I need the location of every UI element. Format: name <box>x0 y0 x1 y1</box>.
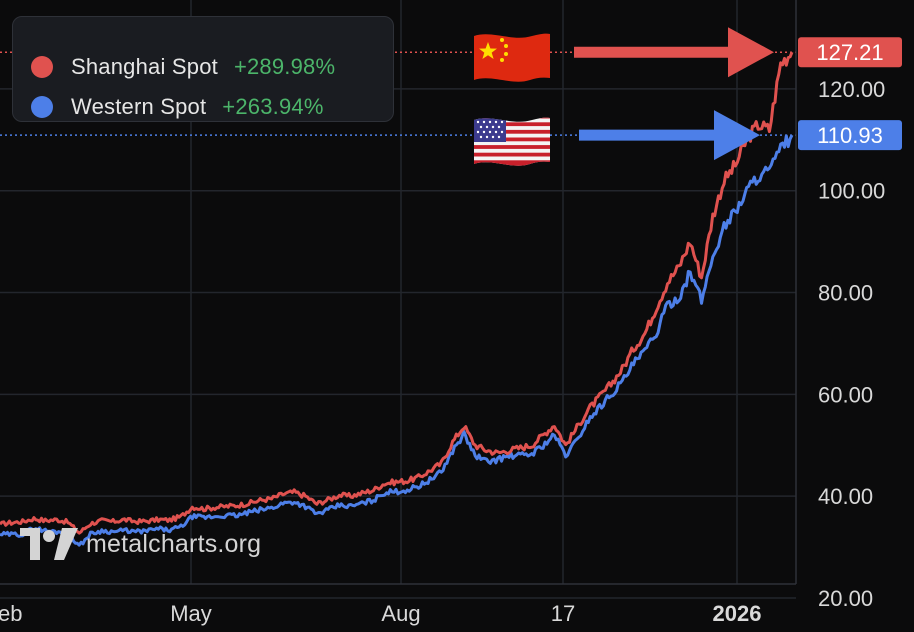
legend-change-shanghai: +289.98% <box>233 54 336 79</box>
right-arrow-icon <box>579 110 760 161</box>
last-price-box-shanghai <box>798 37 902 68</box>
y-tick-label: 80.00 <box>818 281 873 306</box>
series-line-western <box>0 134 794 547</box>
series-line-shanghai <box>0 51 794 535</box>
last-price-label-shanghai: 127.21 <box>816 40 883 65</box>
watermark: metalcharts.org <box>18 526 261 562</box>
legend-dot-shanghai <box>31 56 53 78</box>
y-tick-label: 20.00 <box>818 586 873 611</box>
x-tick-label: 2026 <box>713 601 762 626</box>
x-tick-label: May <box>170 601 212 626</box>
y-tick-label: 60.00 <box>818 382 873 407</box>
x-tick-label: 17 <box>551 601 575 626</box>
legend-name-shanghai: Shanghai Spot <box>71 54 218 79</box>
y-tick-label: 120.00 <box>818 77 885 102</box>
right-arrow-icon <box>574 27 774 78</box>
legend-item-western[interactable]: Western Spot +263.94% <box>31 92 324 122</box>
x-tick-label: eb <box>0 601 22 626</box>
legend-name-western: Western Spot <box>71 94 207 119</box>
last-price-box-western <box>798 120 902 151</box>
legend-change-western: +263.94% <box>222 94 324 119</box>
legend-dot-western <box>31 96 53 118</box>
annotation-layer <box>0 27 796 161</box>
china-flag-icon <box>474 33 550 82</box>
series-layer <box>0 51 794 547</box>
tradingview-logo-icon <box>20 528 78 560</box>
usa-flag-icon <box>474 117 550 166</box>
y-tick-label: 40.00 <box>818 484 873 509</box>
x-tick-label: Aug <box>381 601 420 626</box>
last-price-label-western: 110.93 <box>817 123 883 148</box>
legend-item-shanghai[interactable]: Shanghai Spot +289.98% <box>31 52 335 82</box>
y-tick-label: 100.00 <box>818 179 885 204</box>
axis-layer: 20.00 40.00 60.00 80.00 100.00 120.00 eb May Aug… <box>0 0 902 626</box>
watermark-text: metalcharts.org <box>86 529 262 558</box>
legend: Shanghai Spot +289.98% Western Spot +263… <box>12 16 394 122</box>
